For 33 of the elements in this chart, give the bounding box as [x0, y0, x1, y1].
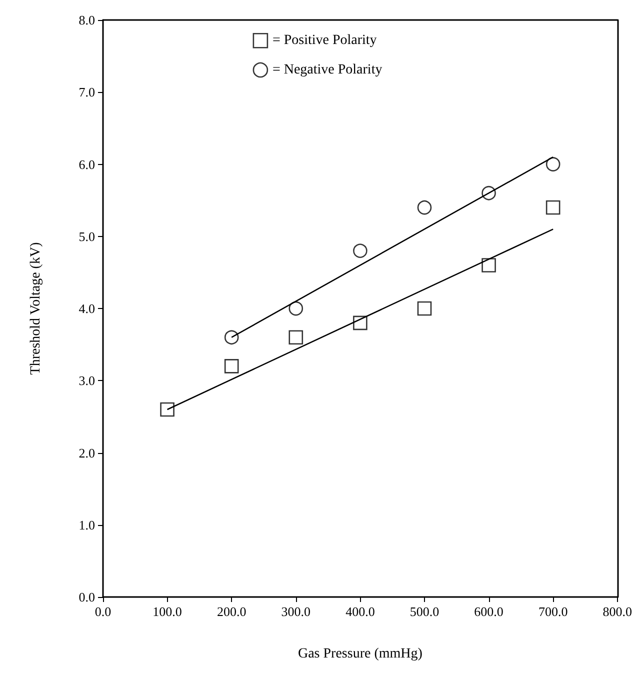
y-tick-label: 4.0 — [78, 301, 95, 316]
y-tick-label: 6.0 — [78, 156, 95, 172]
legend-label: = Positive Polarity — [272, 33, 377, 48]
point — [353, 244, 368, 258]
point — [546, 200, 560, 215]
y-tick-label: 2.0 — [78, 445, 95, 460]
x-tick-label: 700.0 — [538, 604, 568, 619]
point — [160, 402, 174, 417]
y-tick-label: 1.0 — [78, 517, 95, 532]
point — [546, 157, 560, 172]
point — [288, 330, 304, 344]
y-tick-label: 5.0 — [78, 228, 95, 244]
x-tick-label: 300.0 — [281, 604, 311, 619]
y-axis-title: Threshold Voltage (kV) — [28, 242, 44, 375]
x-tick-label: 100.0 — [152, 604, 182, 619]
x-tick-label: 600.0 — [474, 604, 504, 619]
x-tick-label: 400.0 — [346, 604, 375, 619]
y-tick-label: 3.0 — [78, 373, 95, 388]
point — [417, 200, 432, 215]
y-tick-label: 0.0 — [78, 590, 95, 604]
x-tick-label: 500.0 — [410, 604, 440, 619]
point — [482, 258, 496, 272]
point — [288, 301, 304, 316]
x-axis-title: Gas Pressure (mmHg) — [298, 646, 423, 662]
x-tick-label: 0.0 — [94, 604, 112, 619]
point — [224, 359, 239, 374]
x-tick-label: 200.0 — [216, 604, 246, 619]
x-tick-label: 800.0 — [602, 604, 632, 619]
point — [417, 301, 432, 316]
point — [224, 330, 239, 344]
y-tick-label: 7.0 — [78, 84, 95, 100]
legend-label: = Negative Polarity — [272, 62, 382, 78]
y-tick-label: 8.0 — [78, 12, 95, 28]
